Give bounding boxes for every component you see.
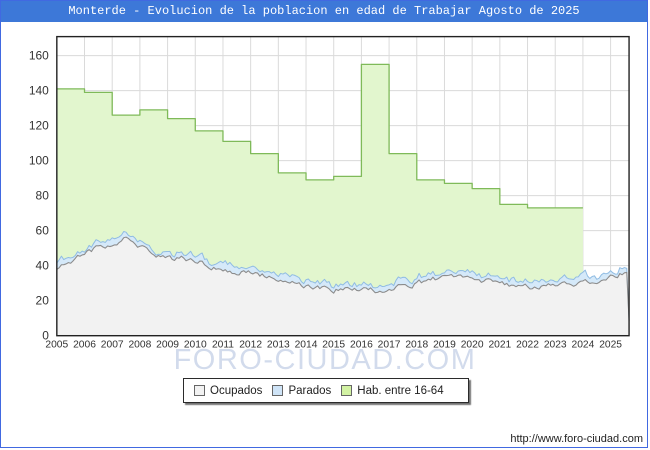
svg-text:2006: 2006 (73, 340, 96, 351)
svg-text:2005: 2005 (45, 340, 68, 351)
svg-text:2023: 2023 (544, 340, 567, 351)
svg-text:80: 80 (36, 189, 50, 203)
svg-text:160: 160 (29, 49, 49, 63)
svg-text:20: 20 (36, 294, 50, 308)
svg-text:2017: 2017 (378, 340, 401, 351)
svg-text:2013: 2013 (267, 340, 290, 351)
svg-text:2012: 2012 (239, 340, 262, 351)
svg-text:2010: 2010 (184, 340, 207, 351)
svg-text:2020: 2020 (461, 340, 484, 351)
svg-text:2007: 2007 (101, 340, 124, 351)
svg-text:2021: 2021 (488, 340, 511, 351)
svg-text:2019: 2019 (433, 340, 456, 351)
svg-text:2022: 2022 (516, 340, 539, 351)
svg-text:40: 40 (36, 259, 50, 273)
svg-text:2011: 2011 (212, 340, 234, 351)
svg-text:2024: 2024 (572, 340, 595, 351)
svg-text:2016: 2016 (350, 340, 373, 351)
svg-text:100: 100 (29, 154, 49, 168)
svg-text:2014: 2014 (295, 340, 318, 351)
svg-text:60: 60 (36, 224, 50, 238)
svg-text:120: 120 (29, 119, 49, 133)
svg-text:2018: 2018 (405, 340, 428, 351)
svg-text:2008: 2008 (128, 340, 151, 351)
svg-text:2025: 2025 (599, 340, 622, 351)
svg-text:2015: 2015 (322, 340, 345, 351)
svg-text:140: 140 (29, 84, 49, 98)
svg-text:2009: 2009 (156, 340, 179, 351)
